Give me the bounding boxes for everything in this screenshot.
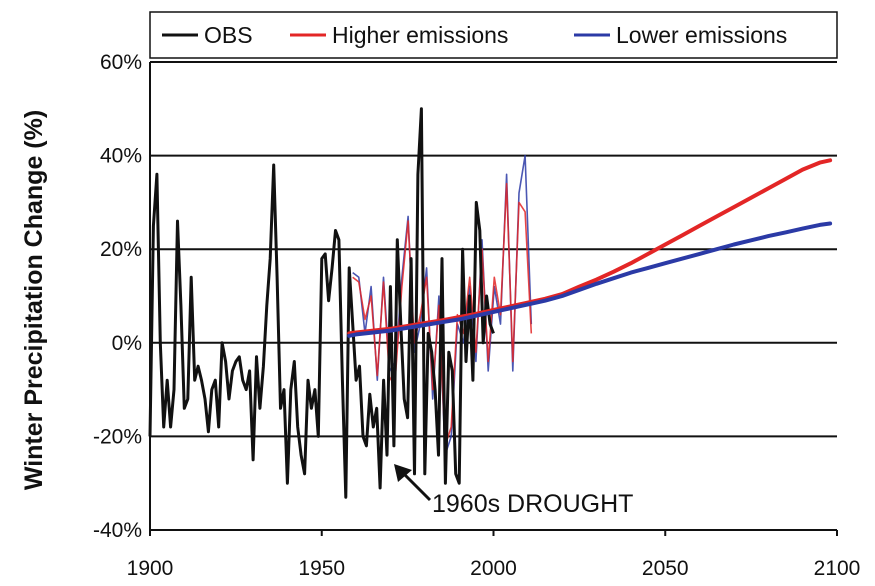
legend-label-lower: Lower emissions [616, 22, 787, 48]
legend-label-higher: Higher emissions [332, 22, 508, 48]
x-tick-label-1: 1950 [298, 557, 345, 580]
series-higher-emissions-model-range [352, 182, 533, 447]
y-axis-label: Winter Precipitation Change (%) [20, 110, 48, 490]
y-tick-label-4: 40% [100, 145, 142, 168]
legend-label-obs: OBS [204, 22, 253, 48]
tick-labels: -40% -20% 0% 20% 40% 60% 1900 1950 2000 2050 2100 [93, 51, 860, 580]
y-tick-label-0: -40% [93, 519, 142, 542]
series-layer [148, 107, 833, 499]
annotation-arrow-head [394, 464, 412, 482]
series-lower-emissions-trend [347, 221, 833, 338]
x-tick-label-0: 1900 [127, 557, 174, 580]
drought-annotation: 1960s DROUGHT [394, 464, 633, 518]
x-tick-label-4: 2100 [814, 557, 861, 580]
y-tick-label-5: 60% [100, 51, 142, 74]
x-tick-label-3: 2050 [642, 557, 689, 580]
legend: OBS Higher emissions Lower emissions [149, 11, 838, 59]
series-obs-line [148, 107, 495, 499]
legend-box [149, 11, 838, 59]
x-tick-label-2: 2000 [470, 557, 517, 580]
y-tick-label-1: -20% [93, 425, 142, 448]
y-tick-label-2: 0% [112, 332, 142, 355]
y-tick-label-3: 20% [100, 238, 142, 261]
annotation-text: 1960s DROUGHT [432, 490, 633, 518]
